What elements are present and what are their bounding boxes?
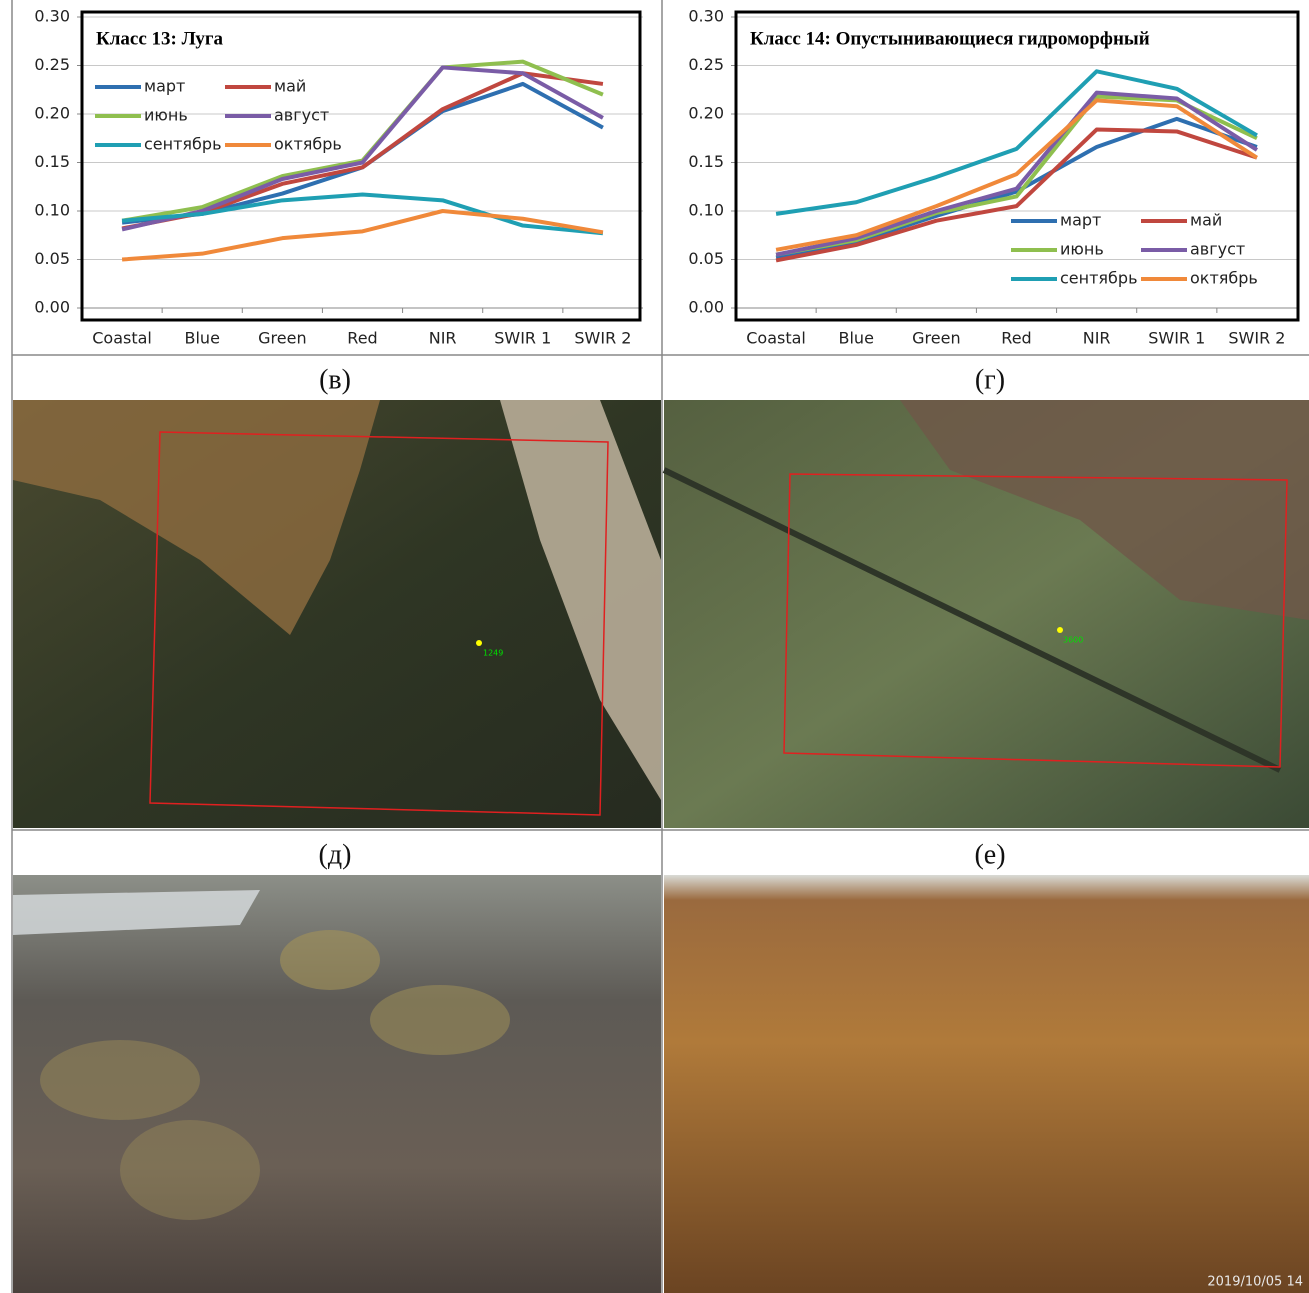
y-tick-label: 0.15: [688, 152, 724, 171]
photo-left: [13, 875, 661, 1293]
y-tick-label: 0.05: [688, 249, 724, 268]
x-tick-label: Red: [1001, 329, 1031, 348]
x-tick-label: SWIR 2: [574, 329, 631, 348]
caption: (г): [975, 364, 1005, 395]
y-tick-label: 0.10: [34, 201, 70, 220]
x-tick-label: NIR: [1083, 329, 1111, 348]
series-line: [121, 209, 604, 262]
x-tick-label: SWIR 1: [494, 329, 551, 348]
caption: (в): [319, 364, 351, 395]
series-line: [775, 127, 1258, 263]
y-tick-label: 0.30: [688, 7, 724, 26]
satellite-image-right: 3600: [662, 400, 1309, 828]
legend-label: март: [144, 77, 185, 96]
legend-label: июнь: [144, 106, 188, 125]
x-tick-label: Coastal: [92, 329, 152, 348]
legend-label: октябрь: [1190, 269, 1258, 288]
panel-grid: [11, 0, 1309, 1293]
series-line: [121, 65, 604, 232]
series-line: [775, 90, 1259, 257]
y-tick-label: 0.25: [688, 55, 724, 74]
y-tick-label: 0.00: [688, 298, 724, 317]
x-tick-label: Blue: [839, 329, 874, 348]
x-tick-label: Blue: [185, 329, 220, 348]
map-label: 1249: [483, 649, 503, 658]
chart-frame: [80, 10, 642, 322]
y-tick-label: 0.05: [34, 249, 70, 268]
y-tick-label: 0.15: [34, 152, 70, 171]
legend-label: октябрь: [274, 135, 342, 154]
series-line: [775, 98, 1259, 252]
photo-stamp: 2019/10/05 14: [1207, 1275, 1303, 1290]
legend-label: сентябрь: [1060, 269, 1138, 288]
map-label: 3600: [1063, 636, 1083, 645]
y-tick-label: 0.10: [688, 201, 724, 220]
x-tick-label: SWIR 2: [1228, 329, 1285, 348]
x-tick-label: Green: [258, 329, 306, 348]
caption: (е): [974, 839, 1005, 870]
x-tick-label: Green: [912, 329, 960, 348]
x-tick-label: SWIR 1: [1148, 329, 1205, 348]
legend-label: май: [1190, 211, 1222, 230]
chart-title: Класс 13: Луга: [96, 28, 223, 49]
y-tick-label: 0.30: [34, 7, 70, 26]
y-tick-label: 0.00: [34, 298, 70, 317]
chart-title: Класс 14: Опустынивающиеся гидроморфный: [750, 28, 1150, 49]
photo-right: 2019/10/05 14: [664, 875, 1309, 1293]
legend-label: май: [274, 77, 306, 96]
y-tick-label: 0.25: [34, 55, 70, 74]
series-line: [775, 69, 1258, 216]
chart-frame: [734, 10, 1300, 322]
legend-label: август: [274, 106, 329, 125]
legend-label: сентябрь: [144, 135, 222, 154]
satellite-image-left: 1249: [13, 400, 661, 828]
y-tick-label: 0.20: [688, 104, 724, 123]
legend-label: август: [1190, 240, 1245, 259]
x-tick-label: NIR: [429, 329, 457, 348]
legend-label: март: [1060, 211, 1101, 230]
x-tick-label: Red: [347, 329, 377, 348]
legend-label: июнь: [1060, 240, 1104, 259]
series-line: [121, 192, 604, 236]
x-tick-label: Coastal: [746, 329, 806, 348]
y-tick-label: 0.20: [34, 104, 70, 123]
caption: (д): [319, 839, 352, 870]
